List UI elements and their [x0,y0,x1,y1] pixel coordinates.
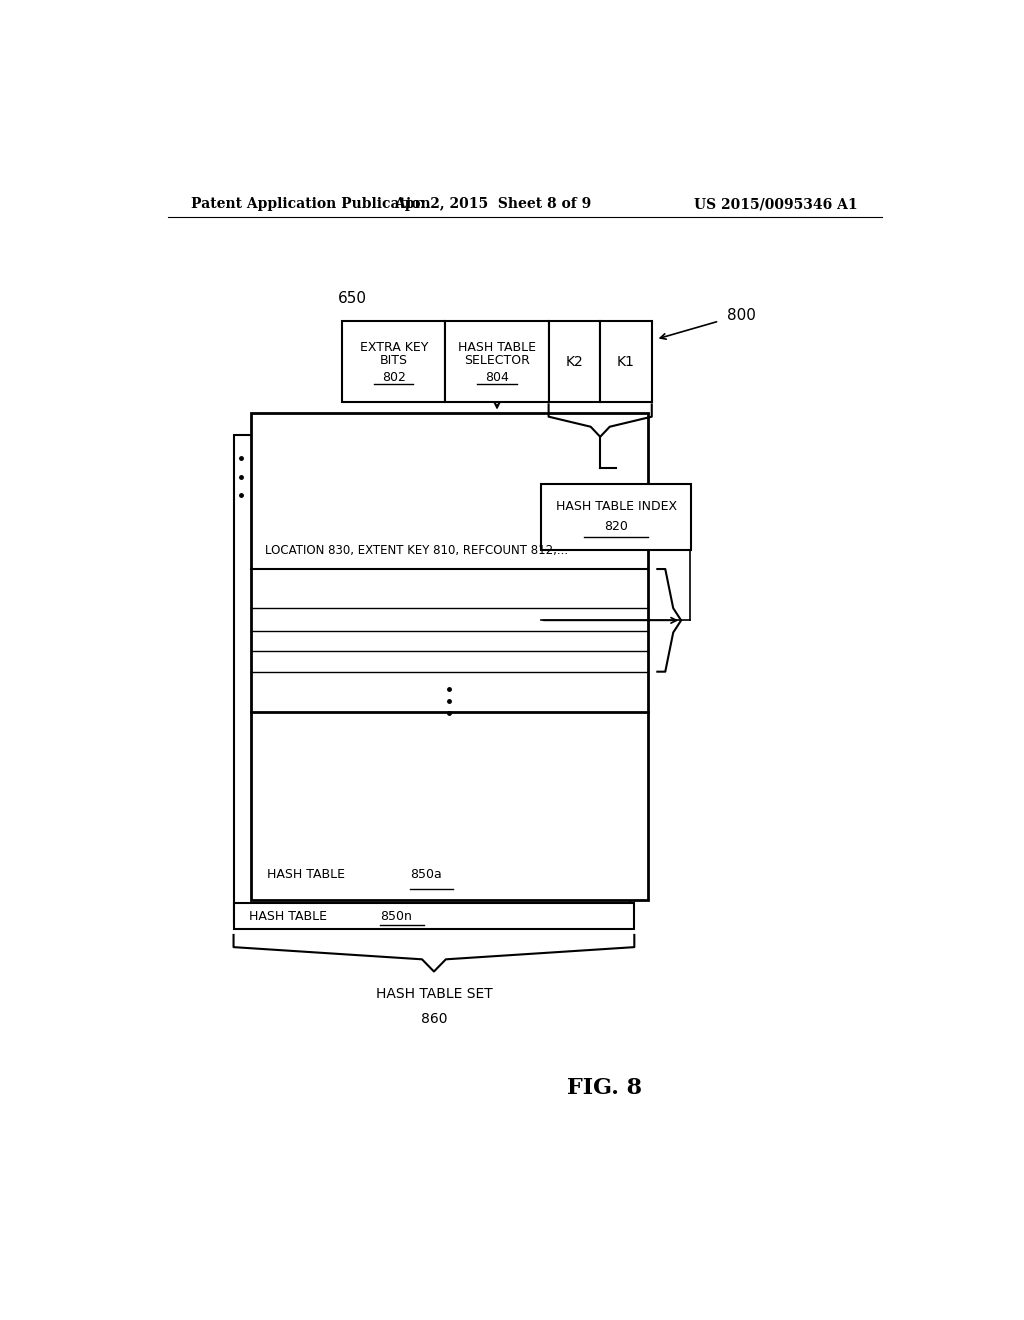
Text: SELECTOR: SELECTOR [464,354,530,367]
Bar [233,903,634,929]
Bar [541,483,691,549]
Bar [251,413,648,900]
Text: LOCATION 830, EXTENT KEY 810, REFCOUNT 812,...: LOCATION 830, EXTENT KEY 810, REFCOUNT 8… [265,544,568,557]
Text: FIG. 8: FIG. 8 [566,1077,642,1100]
Text: HASH TABLE SET: HASH TABLE SET [376,987,493,1001]
Bar [549,321,600,403]
Bar [233,434,631,923]
Text: EXTRA KEY: EXTRA KEY [359,341,428,354]
Text: HASH TABLE INDEX: HASH TABLE INDEX [555,500,677,513]
Text: Patent Application Publication: Patent Application Publication [191,197,431,211]
Text: 850n: 850n [380,909,413,923]
Text: K1: K1 [617,355,635,368]
Text: BITS: BITS [380,354,408,367]
Text: 650: 650 [338,292,368,306]
Bar [445,321,549,403]
Text: 802: 802 [382,371,406,384]
Text: 804: 804 [485,371,509,384]
Text: 860: 860 [421,1012,447,1026]
Text: US 2015/0095346 A1: US 2015/0095346 A1 [694,197,858,211]
Text: 820: 820 [604,520,628,533]
Text: K2: K2 [565,355,584,368]
Text: 800: 800 [727,309,756,323]
Bar [342,321,445,403]
Bar [600,321,651,403]
Text: 850a: 850a [410,869,441,882]
Text: HASH TABLE: HASH TABLE [267,869,345,882]
Text: HASH TABLE: HASH TABLE [250,909,328,923]
Text: HASH TABLE: HASH TABLE [458,341,536,354]
Text: Apr. 2, 2015  Sheet 8 of 9: Apr. 2, 2015 Sheet 8 of 9 [394,197,592,211]
